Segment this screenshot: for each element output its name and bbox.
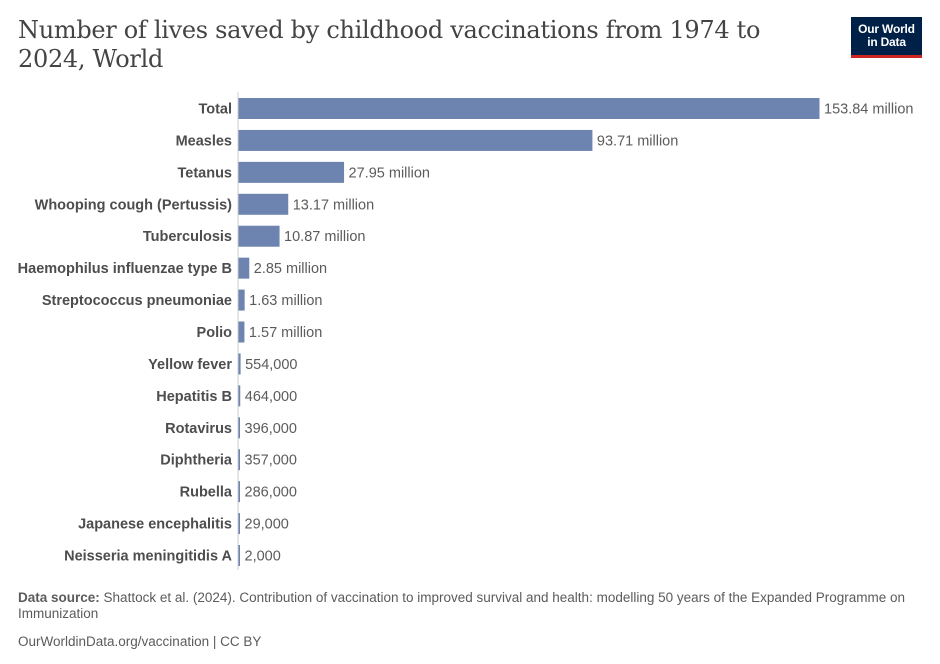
category-label: Diphtheria	[160, 453, 233, 469]
bar[interactable]	[238, 98, 820, 119]
bar[interactable]	[238, 161, 345, 183]
value-label: 396,000	[245, 421, 297, 437]
category-label: Measles	[176, 133, 232, 149]
bar[interactable]	[238, 545, 241, 567]
category-label: Tetanus	[177, 165, 232, 181]
category-label: Rotavirus	[165, 421, 232, 437]
bar[interactable]	[238, 225, 280, 247]
category-label: Streptococcus pneumoniae	[42, 293, 232, 309]
source-url-link[interactable]: OurWorldinData.org/vaccination	[18, 634, 210, 649]
data-source-text: Shattock et al. (2024). Contribution of …	[18, 590, 905, 621]
value-label: 10.87 million	[284, 229, 365, 245]
value-label: 464,000	[245, 389, 297, 405]
bar[interactable]	[238, 129, 593, 151]
bar-chart: Total 153.84 million Measles 93.71 million T…	[18, 92, 913, 570]
bar[interactable]	[238, 289, 245, 311]
footer-links: OurWorldinData.org/vaccination | CC BY	[18, 634, 918, 650]
category-label: Neisseria meningitidis A	[64, 549, 232, 565]
category-label: Haemophilus influenzae type B	[18, 261, 232, 277]
bar[interactable]	[238, 513, 241, 535]
chart-title: Number of lives saved by childhood vacci…	[18, 16, 761, 73]
value-label: 13.17 million	[293, 197, 374, 213]
license-text: | CC BY	[212, 634, 262, 649]
category-label: Yellow fever	[148, 357, 232, 373]
owid-logo[interactable]: Our World in Data	[851, 17, 922, 58]
data-source: Data source: Shattock et al. (2024). Con…	[18, 590, 918, 622]
bar[interactable]	[238, 257, 250, 279]
value-label: 286,000	[245, 485, 297, 501]
bar[interactable]	[238, 481, 241, 503]
value-label: 29,000	[245, 517, 289, 533]
value-label: 554,000	[245, 357, 297, 373]
category-label: Rubella	[180, 485, 233, 501]
bar[interactable]	[238, 353, 241, 375]
bar[interactable]	[238, 193, 289, 215]
value-label: 27.95 million	[349, 165, 430, 181]
bar[interactable]	[238, 321, 245, 343]
bar[interactable]	[238, 449, 241, 471]
value-label: 93.71 million	[597, 133, 678, 149]
category-label: Hepatitis B	[156, 389, 232, 405]
bar[interactable]	[238, 417, 241, 439]
category-label: Whooping cough (Pertussis)	[35, 197, 233, 213]
value-label: 153.84 million	[824, 102, 913, 118]
logo-line-2: in Data	[867, 35, 906, 49]
category-label: Total	[198, 102, 232, 118]
bar[interactable]	[238, 385, 241, 407]
data-source-label: Data source:	[18, 590, 100, 605]
chart-footer: Data source: Shattock et al. (2024). Con…	[18, 590, 918, 650]
value-label: 357,000	[245, 453, 297, 469]
value-label: 2,000	[245, 549, 281, 565]
category-label: Polio	[197, 325, 233, 341]
value-label: 1.57 million	[249, 325, 322, 341]
category-label: Tuberculosis	[143, 229, 232, 245]
value-label: 1.63 million	[249, 293, 322, 309]
logo-line-1: Our World	[858, 22, 915, 36]
category-label: Japanese encephalitis	[78, 517, 232, 533]
value-label: 2.85 million	[254, 261, 327, 277]
